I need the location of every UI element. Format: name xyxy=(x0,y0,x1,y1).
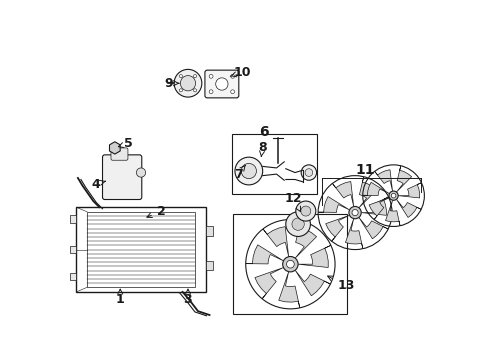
Text: 4: 4 xyxy=(91,177,105,190)
Bar xyxy=(70,215,76,222)
FancyBboxPatch shape xyxy=(205,70,239,98)
FancyBboxPatch shape xyxy=(111,148,128,160)
Circle shape xyxy=(392,193,396,198)
Polygon shape xyxy=(326,215,349,241)
Text: 13: 13 xyxy=(328,276,355,292)
Circle shape xyxy=(287,260,294,268)
Text: 9: 9 xyxy=(165,77,179,90)
Text: 12: 12 xyxy=(285,192,302,212)
Bar xyxy=(206,261,214,270)
Text: 5: 5 xyxy=(119,137,133,150)
Text: 8: 8 xyxy=(258,141,267,157)
Polygon shape xyxy=(398,183,421,198)
Circle shape xyxy=(352,210,358,216)
Bar xyxy=(233,214,347,314)
Polygon shape xyxy=(359,217,388,239)
Circle shape xyxy=(283,256,298,272)
Circle shape xyxy=(231,90,235,94)
Bar xyxy=(70,273,76,280)
Circle shape xyxy=(301,206,311,216)
Circle shape xyxy=(180,76,196,91)
Text: 11: 11 xyxy=(355,163,375,177)
Polygon shape xyxy=(279,272,300,308)
Polygon shape xyxy=(332,181,354,207)
Circle shape xyxy=(292,218,304,230)
Polygon shape xyxy=(295,221,317,258)
Bar xyxy=(76,207,206,292)
Bar xyxy=(87,212,195,287)
Circle shape xyxy=(389,191,398,200)
Circle shape xyxy=(179,75,182,78)
Polygon shape xyxy=(369,198,390,220)
Polygon shape xyxy=(386,200,400,226)
FancyBboxPatch shape xyxy=(102,155,142,199)
Text: 3: 3 xyxy=(184,289,192,306)
Circle shape xyxy=(301,165,317,180)
Polygon shape xyxy=(375,170,392,191)
Polygon shape xyxy=(318,197,349,212)
Circle shape xyxy=(174,69,202,97)
Polygon shape xyxy=(295,270,330,296)
Circle shape xyxy=(216,78,228,90)
Text: 2: 2 xyxy=(147,204,166,217)
Circle shape xyxy=(305,169,313,176)
Bar xyxy=(232,134,317,194)
Polygon shape xyxy=(396,166,412,192)
Circle shape xyxy=(179,89,182,92)
Circle shape xyxy=(209,90,213,94)
Circle shape xyxy=(136,168,146,177)
Text: 6: 6 xyxy=(259,125,269,139)
Circle shape xyxy=(235,157,263,185)
Polygon shape xyxy=(361,197,389,215)
Polygon shape xyxy=(263,226,289,257)
Polygon shape xyxy=(345,219,363,249)
Circle shape xyxy=(194,75,196,78)
Circle shape xyxy=(349,206,361,219)
Circle shape xyxy=(209,75,213,78)
Polygon shape xyxy=(396,199,421,217)
Circle shape xyxy=(241,163,256,179)
Text: 7: 7 xyxy=(234,165,245,181)
Polygon shape xyxy=(246,245,283,264)
Text: 10: 10 xyxy=(230,66,251,79)
Circle shape xyxy=(286,212,311,237)
Bar xyxy=(70,246,76,253)
Polygon shape xyxy=(255,267,283,299)
Polygon shape xyxy=(298,245,331,267)
Circle shape xyxy=(194,89,196,92)
Circle shape xyxy=(231,75,235,78)
Bar xyxy=(206,226,214,236)
Text: 1: 1 xyxy=(116,289,124,306)
Polygon shape xyxy=(359,177,377,208)
Polygon shape xyxy=(363,182,390,195)
Circle shape xyxy=(296,201,316,221)
